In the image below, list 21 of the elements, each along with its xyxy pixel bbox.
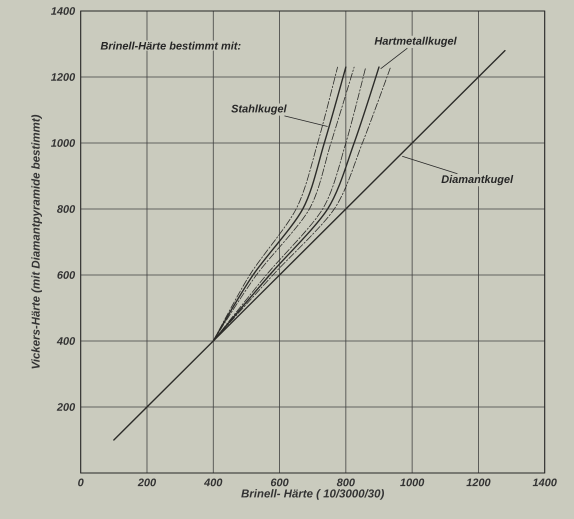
y-tick-label: 1400 [50,7,76,15]
y-tick-label: 1200 [50,73,76,81]
y-tick-label: 400 [56,337,76,345]
y-tick-label: 600 [57,271,76,279]
x-axis-title: Brinell- Härte ( 10/3000/30) [241,489,384,500]
annotation: Stahlkugel [231,104,287,115]
y-tick-label: 800 [57,205,76,213]
x-tick-label: 1200 [466,478,490,486]
x-tick-label: 200 [138,478,156,486]
annotation: Brinell-Härte bestimmt mit: [100,42,241,50]
x-tick-label: 800 [336,478,355,486]
x-tick-label: 600 [270,478,289,486]
annotation: Diamantkugel [441,175,514,186]
x-tick-label: 1400 [532,478,557,486]
annotation: Hartmetallkugel [374,36,457,47]
y-axis-title: Vickers-Härte (mit Diamantpyramide bestimmt) [31,114,42,368]
x-tick-label: 1000 [400,478,424,486]
y-tick-label: 200 [56,403,76,411]
y-tick-label: 1000 [50,139,76,147]
x-tick-label: 0 [78,478,84,486]
x-tick-label: 400 [204,478,222,486]
